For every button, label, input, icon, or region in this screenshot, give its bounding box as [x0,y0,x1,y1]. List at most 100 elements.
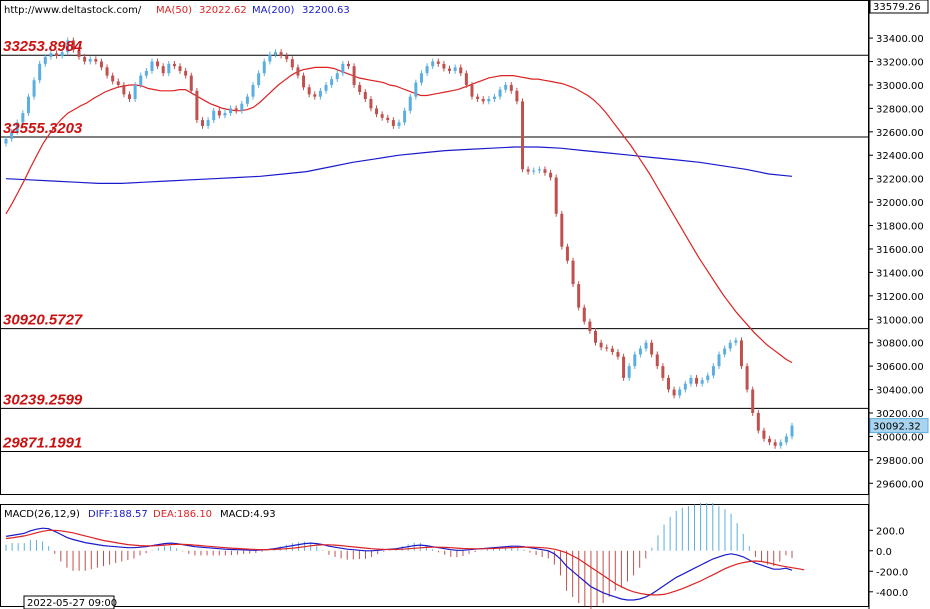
macd-value-label: MACD:4.93 [220,509,276,520]
candle-body [83,56,87,62]
candle-body [739,340,743,367]
candles [4,37,794,449]
price-tick-label: 30600.00 [876,362,924,373]
level-label: 32555.3203 [3,120,83,137]
price-tick-label: 32200.00 [876,175,924,186]
level-label: 30920.5727 [3,312,83,329]
candle-body [790,425,794,437]
candle-body [161,66,165,74]
candle-body [105,67,109,76]
candle-body [779,442,783,446]
candle-body [610,348,614,353]
candle-body [498,89,502,97]
candle-body [672,389,676,396]
candle-body [279,52,283,56]
candle-body [167,63,171,74]
candle-body [711,366,715,376]
candle-body [464,73,468,85]
candle-body [217,110,221,116]
macd-diff-series [5,527,793,601]
candle-body [734,340,738,343]
candle-body [756,412,760,431]
candle-body [717,354,721,367]
candle-body [94,59,98,62]
current-price-box [869,418,929,434]
date-box [23,595,115,609]
candle-body [442,63,446,69]
candle-body [425,66,429,74]
level-label: 29871.1991 [2,435,82,452]
candle-body [156,61,160,67]
main-panel-frame [0,0,869,495]
ma50-line [5,66,793,364]
macd-dea-label: DEA:186.10 [153,509,212,520]
price-tick-label: 31400.00 [876,268,924,279]
candle-body [122,84,126,95]
price-tick-label: 33000.00 [876,81,924,92]
candle-body [492,96,496,100]
candle-body [565,246,569,261]
candle-body [638,348,642,355]
price-tick-label: 33400.00 [876,34,924,45]
candle-body [605,347,609,349]
candle-body [144,70,148,76]
candle-body [784,436,788,443]
candle-body [397,122,401,126]
candle-body [762,430,766,439]
price-tick-label: 31800.00 [876,222,924,233]
candle-body [627,366,631,378]
candle-body [195,90,199,121]
candle-body [99,61,103,68]
candle-body [212,110,216,121]
price-tick-label: 30200.00 [876,409,924,420]
candle-body [49,53,53,57]
macd-dea-series [5,529,805,596]
candle-body [273,52,277,55]
candle-body [537,169,541,171]
candle-body [554,177,558,214]
macd-tick-label: -200.0 [876,567,908,578]
candle-body [768,438,772,443]
candle-body [296,67,300,76]
candle-body [436,61,440,64]
price-tick-label: 30000.00 [876,432,924,443]
candle-body [689,377,693,384]
candle-body [229,108,233,114]
candle-body [240,103,244,111]
candle-body [599,342,603,348]
candle-body [330,79,334,85]
candle-body [408,96,412,111]
candle-body [223,113,227,116]
date-label: 2022-05-27 09:00 [27,598,117,609]
candle-body [55,53,59,56]
ma50-label: MA(50) [156,5,192,16]
ma50-series [5,66,793,364]
candle-body [335,73,339,80]
candle-body [38,63,42,81]
candle-body [391,120,395,126]
ma200-label: MA(200) [252,5,294,16]
candle-body [66,40,70,53]
candle-body [318,90,322,97]
candle-body [352,66,356,85]
candle-body [549,172,553,178]
candle-body [666,377,670,390]
candle-body [386,117,390,121]
candle-body [234,108,238,111]
candle-body [622,356,626,378]
candle-body [77,49,81,57]
candle-body [133,84,137,100]
candle-body [481,99,485,102]
macd-histogram [5,503,793,609]
price-tick-label: 31000.00 [876,315,924,326]
macd-diff-label: DIFF:188.57 [88,509,148,520]
candle-body [201,120,204,126]
candle-body [43,56,47,64]
top-value: 33579.26 [873,2,921,13]
macd-title: MACD(26,12,9) [4,509,80,520]
candle-body [644,342,648,349]
site-url: http://www.deltastock.com/ [4,5,142,16]
candle-body [453,67,457,71]
